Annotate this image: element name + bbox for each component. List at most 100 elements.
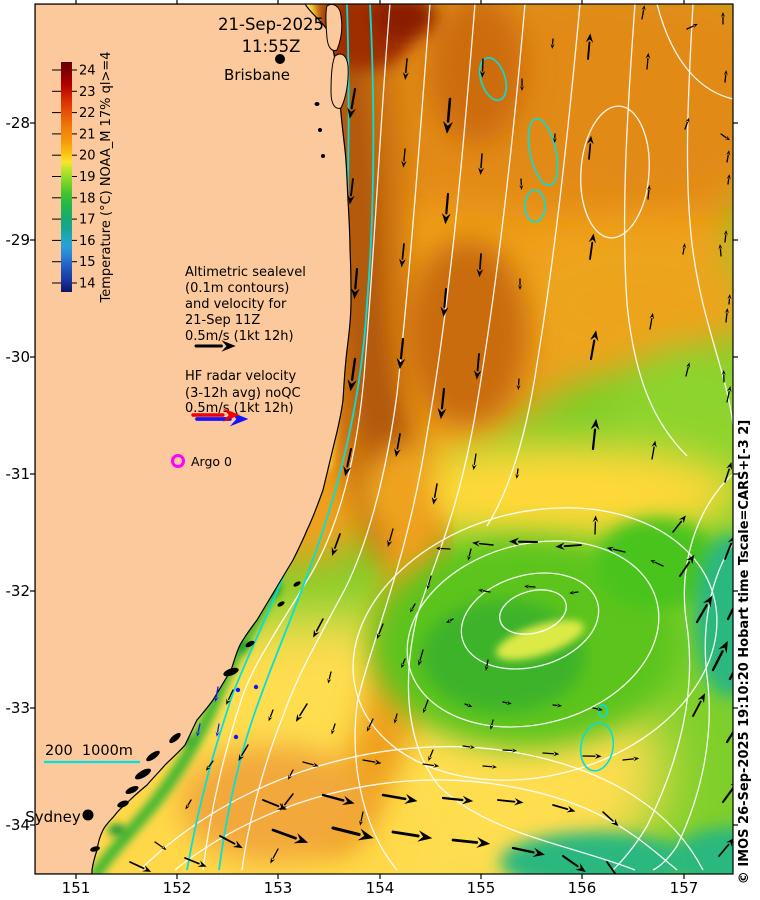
hf-radar-arrow (196, 723, 201, 737)
sealevel-contour (241, 4, 431, 871)
velocity-arrow (511, 846, 545, 857)
x-axis-labels: 151 152 153 154 155 156 157 (62, 879, 699, 897)
colorbar-tick-label: 19 (79, 170, 96, 185)
velocity-arrow (271, 828, 309, 844)
velocity-arrow (516, 378, 521, 390)
velocity-arrow (520, 78, 524, 91)
sst-region (108, 824, 126, 836)
velocity-arrow (464, 703, 473, 707)
velocity-arrow (331, 723, 336, 735)
altimetry-legend-line5: 0.5m/s (1kt 12h) (185, 329, 294, 344)
imos-credit-text: © IMOS 26-Sep-2025 19:10:20 Hobart time … (737, 420, 752, 884)
velocity-arrow (672, 515, 686, 533)
velocity-arrow (726, 591, 733, 621)
velocity-arrow (524, 584, 536, 589)
velocity-arrow (396, 337, 406, 370)
colorbar-ticks: 24 23 22 21 20 19 18 17 16 15 14 (52, 64, 96, 292)
velocity-arrow (422, 763, 440, 768)
velocity-arrow (727, 294, 732, 305)
coastal-feature (321, 154, 325, 158)
map-plot-area: 21-Sep-2025 11:55Z Brisbane Sydney Altim… (25, 0, 738, 879)
velocity-arrow (682, 243, 687, 255)
velocity-arrow (723, 230, 728, 243)
sst-region (694, 534, 733, 698)
velocity-arrow (684, 117, 690, 130)
coastal-feature (245, 640, 255, 648)
coastal-feature (314, 102, 320, 106)
velocity-arrow (724, 462, 733, 483)
colorbar-axis-label: Temperature (°C) NOAA_M 17% ql>=4 (99, 51, 114, 303)
velocity-arrow (478, 588, 491, 593)
sst-region (670, 827, 733, 874)
velocity-arrow (185, 799, 192, 810)
velocity-arrow (726, 174, 731, 185)
velocity-arrow (502, 748, 517, 753)
velocity-arrow (302, 761, 319, 767)
hf-radar-legend-line1: HF radar velocity (185, 369, 297, 384)
legend-scale-arrow (194, 340, 236, 352)
velocity-arrow (602, 811, 619, 827)
velocity-arrow (473, 353, 482, 380)
coastal-feature (146, 750, 160, 762)
velocity-arrow (542, 751, 560, 757)
altimetry-legend-line2: (0.1m contours) (185, 281, 289, 296)
coastal-feature (125, 785, 139, 795)
velocity-arrow (718, 838, 733, 857)
velocity-arrow (387, 528, 394, 547)
island (330, 53, 349, 109)
velocity-arrow (478, 153, 485, 175)
velocity-arrow (467, 548, 472, 561)
sealevel-contour (202, 4, 391, 871)
velocity-arrow (437, 387, 447, 420)
velocity-arrow (238, 744, 249, 762)
velocity-arrow (645, 52, 651, 70)
legend-scale-arrow (191, 408, 240, 422)
hf-radar-arrow (215, 723, 220, 737)
velocity-arrow (401, 658, 406, 669)
velocity-arrow (451, 837, 491, 848)
velocity-arrow (502, 700, 512, 705)
velocity-arrow (399, 243, 406, 268)
sealevel-contour-loop (406, 540, 660, 728)
argo-label: Argo 0 (191, 454, 232, 469)
velocity-arrow (650, 560, 664, 567)
velocity-arrow (726, 150, 731, 163)
sydney-label: Sydney (25, 808, 81, 826)
velocity-arrow (585, 33, 594, 60)
sst-region (429, 4, 525, 144)
velocity-arrow (641, 5, 646, 20)
velocity-arrow (441, 192, 451, 225)
island (325, 4, 343, 51)
velocity-arrow (391, 830, 433, 842)
y-axis-tick-label: -31 (6, 465, 31, 483)
sealevel-contours-layer (139, 4, 733, 871)
sst-region (515, 234, 733, 374)
velocity-arrow (685, 362, 691, 377)
bathymetry-contour-loop (527, 117, 559, 187)
velocity-arrow (331, 826, 374, 841)
velocity-arrow (219, 835, 243, 849)
colorbar-tick-label: 21 (79, 127, 96, 142)
colorbar-tick-label: 22 (79, 106, 96, 121)
velocity-arrow (410, 603, 416, 613)
legend-scale-arrows (191, 340, 249, 427)
coastal-feature (90, 846, 100, 852)
y-axis-labels: -28 -29 -30 -31 -32 -33 -34 (6, 114, 31, 834)
velocity-arrow (440, 287, 449, 317)
hf-radar-legend-line2: (3-12h avg) noQC (185, 386, 301, 401)
map-time: 11:55Z (242, 37, 301, 56)
bathymetry-contour-loop (478, 56, 508, 102)
x-axis-tick-label: 152 (163, 879, 192, 897)
bathymetry-contour-loop (598, 704, 608, 718)
brisbane-label: Brisbane (224, 66, 290, 84)
y-axis-tick-label: -33 (6, 699, 31, 717)
velocity-arrow (590, 418, 600, 451)
velocity-arrow (489, 719, 494, 730)
velocity-arrow (343, 447, 353, 477)
colorbar-tick-label: 17 (79, 213, 96, 228)
velocity-arrow (262, 799, 287, 810)
velocity-arrow (552, 133, 557, 143)
coastal-feature (223, 667, 239, 677)
velocity-arrow (476, 253, 484, 278)
velocity-arrow (205, 760, 214, 771)
